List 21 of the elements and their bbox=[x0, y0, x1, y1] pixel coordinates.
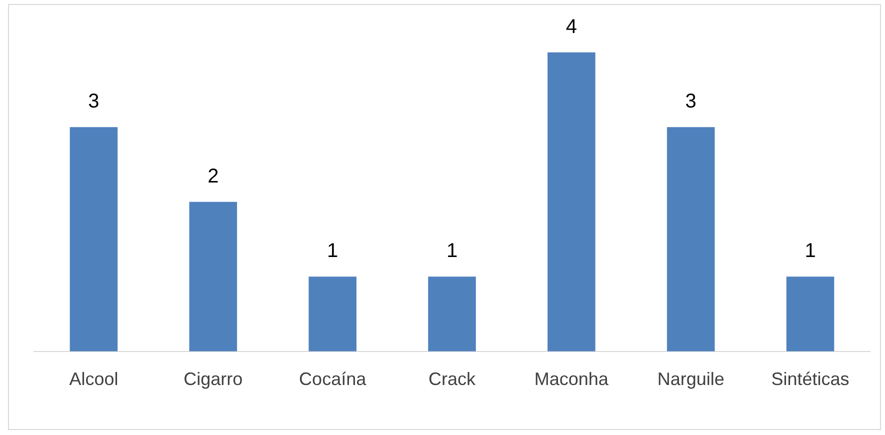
bar bbox=[428, 276, 476, 352]
x-tick-label: Sintéticas bbox=[771, 369, 850, 390]
bar bbox=[308, 276, 356, 352]
bar bbox=[70, 127, 118, 352]
data-label: 3 bbox=[685, 90, 696, 113]
data-label: 1 bbox=[804, 240, 816, 262]
x-tick-label: Alcool bbox=[69, 369, 118, 390]
bar bbox=[548, 52, 596, 352]
data-label: 4 bbox=[566, 16, 577, 38]
x-tick-label: Maconha bbox=[534, 369, 610, 390]
bar bbox=[666, 127, 715, 352]
bar bbox=[786, 276, 834, 352]
x-tick-label: Crack bbox=[428, 369, 476, 390]
x-tick-label: Cocaína bbox=[299, 369, 368, 390]
data-label: 2 bbox=[208, 165, 219, 188]
data-label: 3 bbox=[88, 90, 100, 113]
data-label: 1 bbox=[327, 240, 338, 262]
data-label: 1 bbox=[446, 240, 458, 262]
x-tick-label: Narguile bbox=[657, 369, 724, 390]
bar bbox=[189, 202, 238, 352]
x-tick-label: Cigarro bbox=[184, 369, 243, 390]
